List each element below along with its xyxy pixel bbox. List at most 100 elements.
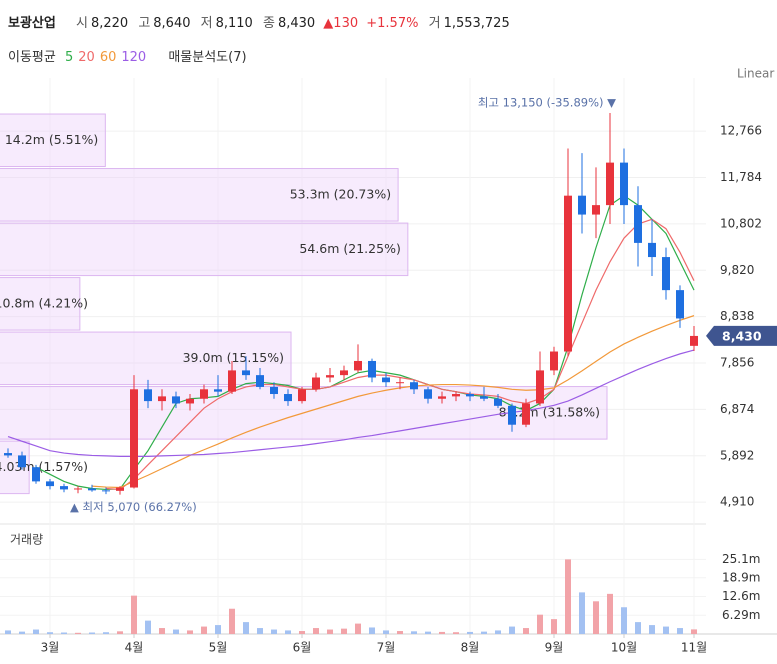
y-tick-label: 10,802 — [720, 216, 762, 230]
volume-bar — [341, 628, 347, 634]
candle-body — [172, 396, 180, 404]
candle-body — [424, 389, 432, 399]
candle-body — [508, 405, 516, 425]
candle-body — [648, 242, 656, 258]
y-tick-label: 8,838 — [720, 309, 754, 323]
field-value: 8,220 — [90, 16, 129, 31]
volume-bar — [397, 631, 403, 634]
candle-body — [200, 389, 208, 399]
volume-bar — [313, 628, 319, 634]
candle-body — [396, 382, 404, 384]
volume-tick-label: 25.1m — [722, 552, 760, 566]
profile-bar — [0, 168, 399, 222]
header: 보광산업 시 8,220 고 8,640 저 8,110 종 8,430 ▲130 +1… — [8, 12, 510, 31]
candle-body — [690, 335, 698, 346]
ma-items: 5 20 60 120 — [65, 50, 151, 65]
candle-body — [522, 403, 530, 425]
ma-label: 이동평균 — [8, 50, 56, 65]
field-label: 고 — [138, 16, 151, 31]
volume-bar — [173, 629, 179, 634]
volume-bar — [621, 607, 627, 634]
candle-body — [606, 162, 614, 206]
candle-body — [536, 370, 544, 404]
candle-body — [480, 396, 488, 399]
change-pct: +1.57% — [366, 16, 419, 31]
volume-bar — [355, 623, 361, 634]
volume-bar — [47, 632, 53, 634]
candle-body — [382, 377, 390, 383]
volume-bar — [75, 632, 81, 634]
x-tick-label: 5월 — [209, 641, 228, 655]
volume-bar — [593, 601, 599, 634]
profile-label: 매물분석도(7) — [168, 50, 247, 65]
legend: 이동평균 5 20 60 120 매물분석도(7) — [8, 46, 252, 65]
volume-bar — [327, 629, 333, 634]
y-tick-label: 12,766 — [720, 124, 762, 138]
volume-bar — [565, 559, 571, 634]
candle-body — [494, 398, 502, 406]
field-label: 시 — [75, 16, 88, 31]
volume-title: 거래량 — [10, 533, 43, 547]
volume-bar — [243, 622, 249, 634]
candle-body — [452, 394, 460, 397]
candle-body — [74, 488, 82, 490]
volume-bar — [61, 632, 67, 634]
candle-body — [18, 455, 26, 468]
candle-body — [354, 360, 362, 371]
candle-body — [158, 396, 166, 402]
candle-body — [284, 394, 292, 402]
volume-bar — [677, 628, 683, 634]
field-value: 8,430 — [277, 16, 316, 31]
candle-body — [326, 375, 334, 378]
volume-bar — [523, 628, 529, 634]
field-label: 종 — [262, 16, 275, 31]
volume-bar — [607, 593, 613, 634]
x-tick-label: 6월 — [293, 641, 312, 655]
volume-bar — [159, 628, 165, 634]
ma-line — [7, 349, 695, 457]
volume-bar — [299, 631, 305, 634]
volume-bar — [383, 630, 389, 634]
candle-body — [4, 453, 12, 456]
x-tick-label: 4월 — [125, 641, 144, 655]
profile-label: 39.0m (15.15%) — [183, 350, 284, 365]
field-value: 1,553,725 — [443, 16, 510, 31]
profile-label: 53.3m (20.73%) — [290, 186, 391, 201]
field-value: 8,110 — [215, 16, 253, 31]
candle-body — [60, 486, 68, 490]
y-tick-label: 7,856 — [720, 356, 754, 370]
y-tick-label: 4,910 — [720, 495, 754, 509]
ma-line — [35, 194, 695, 491]
candle-body — [312, 377, 320, 390]
candle-body — [256, 375, 264, 387]
profile-label: 54.6m (21.25%) — [299, 241, 400, 256]
volume-bar — [467, 631, 473, 634]
volume-bar — [5, 630, 11, 634]
candle-body — [242, 370, 250, 376]
field-value: 8,640 — [153, 16, 191, 31]
candle-body — [130, 389, 138, 488]
volume-bar — [131, 595, 137, 634]
volume-bar — [453, 632, 459, 634]
volume-bar — [145, 620, 151, 634]
x-tick-label: 10월 — [611, 641, 637, 655]
legend-item: 5 — [64, 50, 74, 65]
candle-body — [662, 257, 670, 291]
x-tick-label: 9월 — [545, 641, 564, 655]
volume-bar — [103, 632, 109, 634]
candle-body — [368, 360, 376, 378]
profile-bar — [0, 440, 30, 495]
profile-bar — [0, 277, 81, 331]
candle-body — [634, 205, 642, 243]
legend-item: 20 — [78, 50, 95, 65]
candle-body — [550, 351, 558, 371]
volume-bar — [257, 628, 263, 634]
candle-body — [578, 195, 586, 215]
candle-body — [102, 490, 110, 492]
volume-bar — [481, 631, 487, 634]
profile-label: 14.2m (5.51%) — [5, 132, 98, 147]
profile-bar — [0, 222, 409, 277]
candle-body — [186, 398, 194, 404]
volume-bar — [33, 629, 39, 634]
